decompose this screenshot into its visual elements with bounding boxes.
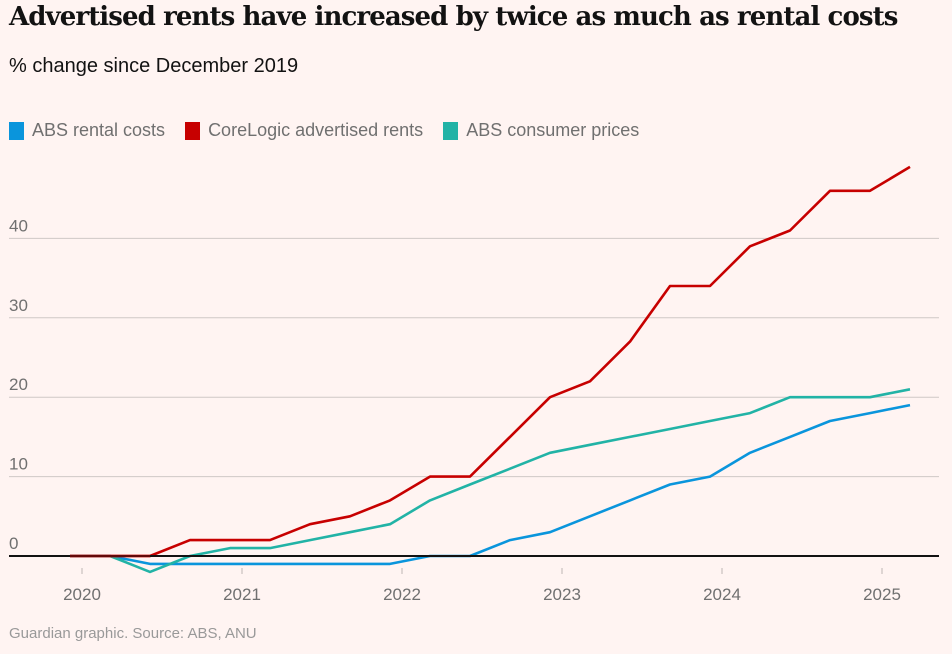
x-tick-label-2021: 2021 <box>223 585 261 604</box>
legend-swatch-abs-rental-costs <box>9 121 24 140</box>
gridlines <box>9 237 939 478</box>
series-line-abs-rental-costs <box>70 403 911 566</box>
y-tick-label-30: 30 <box>9 296 28 315</box>
legend-item-abs-consumer-prices: ABS consumer prices <box>443 120 639 141</box>
source-note: Guardian graphic. Source: ABS, ANU <box>9 625 257 642</box>
y-axis: 0 10 20 30 40 <box>9 216 28 553</box>
legend: ABS rental costs CoreLogic advertised re… <box>9 120 659 141</box>
series-line-abs-consumer-prices <box>70 388 911 574</box>
x-tick-label-2020: 2020 <box>63 585 101 604</box>
y-tick-label-10: 10 <box>9 455 28 474</box>
legend-label: CoreLogic advertised rents <box>208 120 424 140</box>
legend-item-abs-rental-costs: ABS rental costs <box>9 120 165 141</box>
legend-label: ABS rental costs <box>32 120 166 140</box>
chart-title: Advertised rents have increased by twice… <box>9 2 898 32</box>
x-tick-label-2025: 2025 <box>863 585 901 604</box>
y-tick-label-40: 40 <box>9 216 28 235</box>
series-lines <box>9 165 939 574</box>
x-tick-label-2022: 2022 <box>383 585 421 604</box>
x-tick-label-2024: 2024 <box>703 585 741 604</box>
legend-swatch-abs-consumer-prices <box>443 121 459 140</box>
legend-label: ABS consumer prices <box>466 120 640 140</box>
y-tick-label-0: 0 <box>9 534 18 553</box>
x-axis: 2020 2021 2022 2023 2024 2025 <box>63 568 901 604</box>
legend-swatch-corelogic-advertised-rents <box>185 121 201 140</box>
legend-item-corelogic-advertised-rents: CoreLogic advertised rents <box>185 120 423 141</box>
chart-subtitle: % change since December 2019 <box>9 55 299 77</box>
y-tick-label-20: 20 <box>9 375 28 394</box>
series-line-corelogic-advertised-rents <box>70 165 911 558</box>
x-tick-label-2023: 2023 <box>543 585 581 604</box>
